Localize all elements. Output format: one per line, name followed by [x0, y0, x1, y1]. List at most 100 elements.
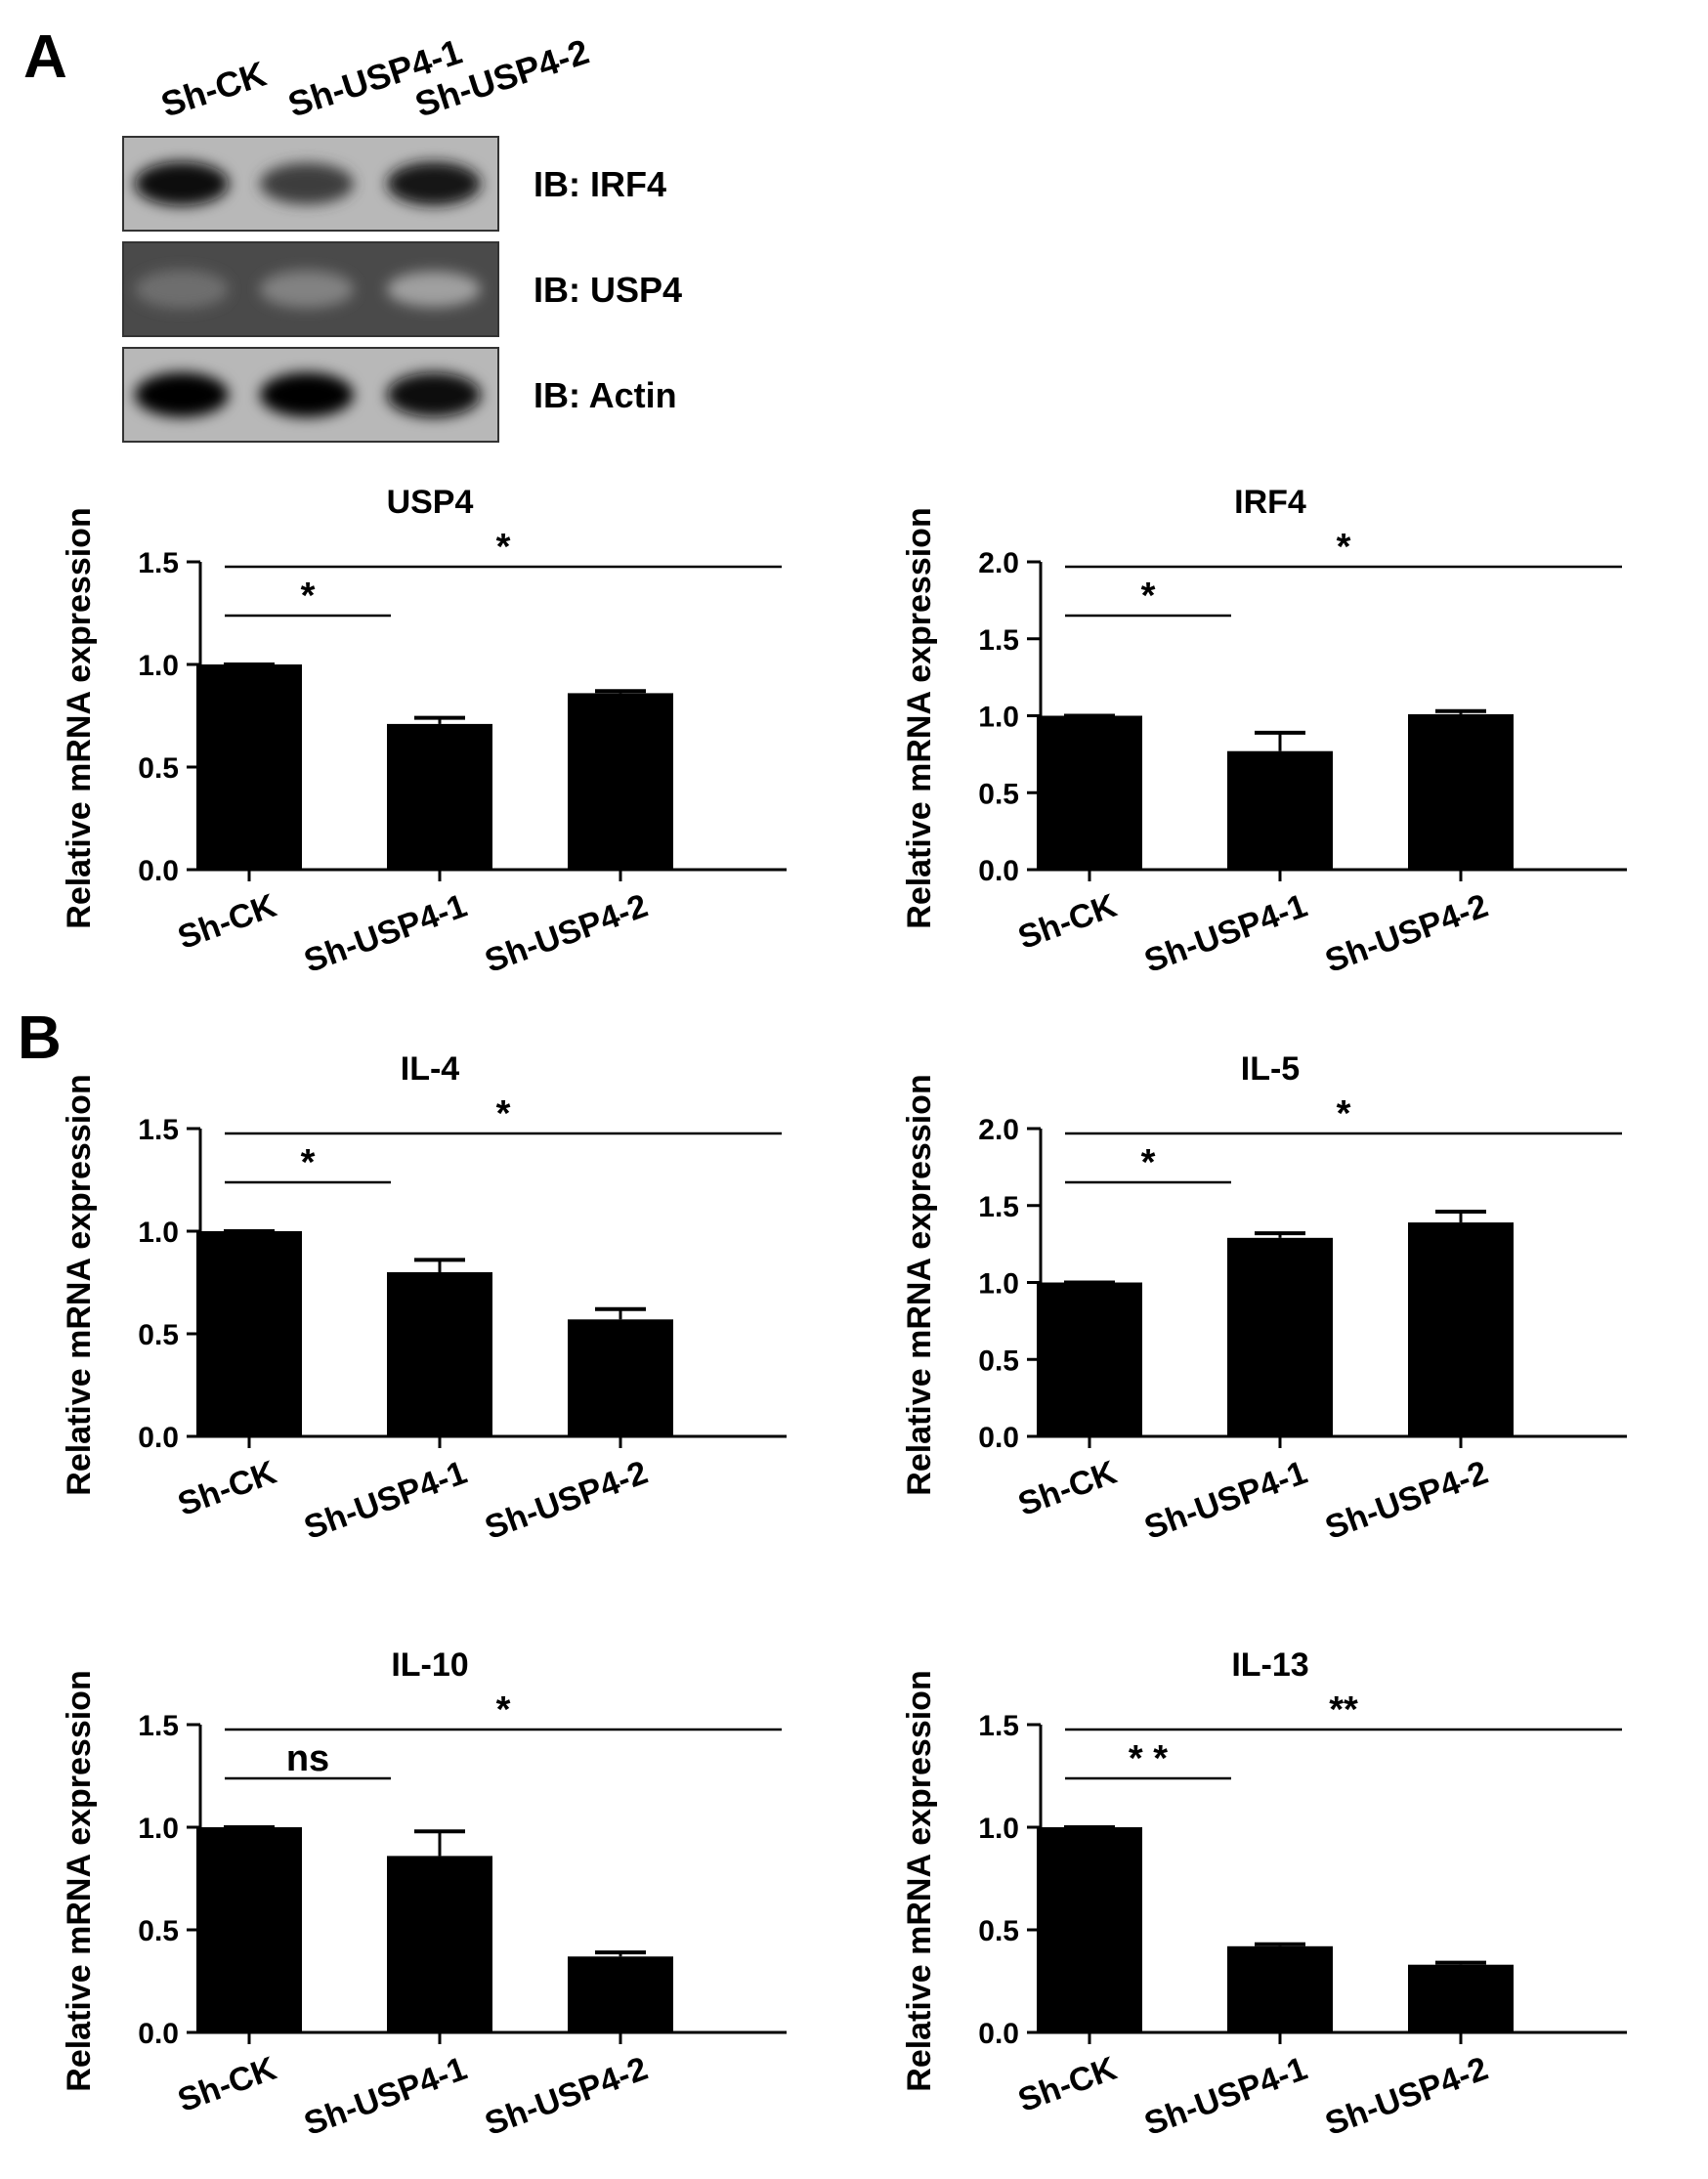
chart-title: IL-13 [1231, 1646, 1308, 1684]
significance-label: * [496, 527, 511, 568]
x-tick-label: Sh-USP4-1 [1139, 2050, 1311, 2143]
x-tick-label: Sh-CK [173, 1454, 281, 1523]
y-tick-label: 0.5 [978, 1915, 1019, 1947]
y-axis-label: Relative mRNA expression [61, 507, 98, 928]
blot-band [260, 270, 354, 309]
y-tick-label: 0.0 [978, 1422, 1019, 1454]
x-tick-label: Sh-USP4-2 [1320, 1454, 1492, 1547]
y-tick-label: 2.0 [978, 1114, 1019, 1146]
bar-3 [568, 693, 673, 870]
chart-title: IRF4 [1234, 484, 1306, 521]
bar-2 [1227, 750, 1333, 870]
bar-2 [387, 723, 492, 870]
significance-label: * [1141, 1142, 1156, 1183]
y-tick-label: 1.5 [978, 1191, 1019, 1223]
y-axis-label: Relative mRNA expression [61, 1074, 98, 1495]
y-tick-label: 0.0 [138, 2018, 179, 2050]
blot-band [135, 372, 229, 417]
blot-band [387, 372, 481, 417]
y-tick-label: 1.5 [978, 624, 1019, 657]
x-tick-label: Sh-USP4-2 [1320, 887, 1492, 980]
x-tick-label: Sh-USP4-1 [299, 887, 471, 980]
bar-1 [1037, 715, 1142, 870]
x-tick-label: Sh-USP4-2 [480, 2050, 652, 2143]
significance-label: * [1337, 527, 1351, 568]
blot-band [387, 161, 481, 206]
blot-band [135, 161, 229, 206]
blot-strip-2 [122, 241, 499, 337]
bar-3 [1408, 1222, 1514, 1436]
x-tick-label: Sh-USP4-2 [480, 1454, 652, 1547]
x-tick-label: Sh-USP4-1 [299, 2050, 471, 2143]
x-tick-label: Sh-USP4-1 [299, 1454, 471, 1547]
y-axis-label: Relative mRNA expression [61, 1670, 98, 2091]
blot-band [387, 271, 481, 308]
chart-il13: IL-13 Relative mRNA expression 0.0 0.5 1.0 1.… [901, 1646, 1627, 2143]
bar-1 [1037, 1282, 1142, 1436]
bar-3 [568, 1956, 673, 2032]
x-tick-label: Sh-CK [1013, 2050, 1122, 2119]
significance-label: * [1337, 1093, 1351, 1134]
bar-3 [1408, 1964, 1514, 2032]
bar-1 [1037, 1827, 1142, 2032]
y-tick-label: 0.5 [138, 1319, 179, 1351]
chart-il5: IL-5 Relative mRNA expression 0.0 0.5 1.0 1.5… [901, 1050, 1627, 1547]
y-axis-label: Relative mRNA expression [901, 507, 938, 928]
x-tick-label: Sh-CK [173, 2050, 281, 2119]
y-tick-label: 0.0 [978, 2018, 1019, 2050]
y-tick-label: 0.0 [978, 855, 1019, 887]
x-tick-label: Sh-USP4-1 [1139, 887, 1311, 980]
y-tick-label: 1.5 [138, 1114, 179, 1146]
y-tick-label: 1.5 [138, 1710, 179, 1742]
y-tick-label: 1.0 [978, 1813, 1019, 1845]
significance-label: ** [1329, 1689, 1358, 1730]
x-tick-label: Sh-CK [1013, 887, 1122, 957]
x-tick-label: Sh-USP4-1 [1139, 1454, 1311, 1547]
significance-label: * * [1129, 1738, 1168, 1779]
y-tick-label: 1.0 [978, 702, 1019, 734]
bar-2 [387, 1272, 492, 1436]
significance-label: * [496, 1689, 511, 1730]
y-tick-label: 1.5 [978, 1710, 1019, 1742]
y-tick-label: 1.0 [138, 650, 179, 682]
bar-1 [196, 1231, 302, 1436]
y-tick-label: 0.0 [138, 855, 179, 887]
chart-il10: IL-10 Relative mRNA expression 0.0 0.5 1.0 1.… [61, 1646, 787, 2143]
y-tick-label: 0.5 [138, 752, 179, 785]
blot-strip-3 [122, 347, 499, 443]
y-tick-label: 0.0 [138, 1422, 179, 1454]
significance-label: * [496, 1093, 511, 1134]
y-tick-label: 1.0 [138, 1217, 179, 1249]
significance-label: * [301, 1142, 316, 1183]
chart-irf4: IRF4 Relative mRNA expression 0.0 0.5 1.0 1.5… [901, 484, 1627, 980]
chart-title: USP4 [387, 484, 474, 521]
y-tick-label: 1.5 [138, 547, 179, 579]
blot-row-label-3: IB: Actin [534, 375, 677, 415]
bar-1 [196, 664, 302, 870]
bar-3 [1408, 713, 1514, 870]
significance-label: ns [286, 1738, 329, 1779]
y-tick-label: 1.0 [978, 1268, 1019, 1301]
bar-2 [1227, 1237, 1333, 1436]
chart-title: IL-4 [401, 1050, 460, 1088]
significance-label: * [301, 576, 316, 617]
blot-strip-1 [122, 136, 499, 232]
panel-label-b: B [18, 1004, 62, 1072]
chart-il4: IL-4 Relative mRNA expression 0.0 0.5 1.0 1.5… [61, 1050, 787, 1547]
bar-3 [568, 1319, 673, 1436]
y-tick-label: 0.5 [978, 778, 1019, 810]
blot-lane-label-1: Sh-CK [156, 54, 271, 125]
y-tick-label: 0.5 [138, 1915, 179, 1947]
chart-title: IL-10 [391, 1646, 468, 1684]
bar-2 [1227, 1945, 1333, 2032]
y-tick-label: 2.0 [978, 547, 1019, 579]
bar-2 [387, 1856, 492, 2032]
y-tick-label: 0.5 [978, 1345, 1019, 1377]
y-axis-label: Relative mRNA expression [901, 1074, 938, 1495]
chart-usp4: USP4 Relative mRNA expression 0.0 0.5 1.0 1.5… [61, 484, 787, 980]
blot-band [260, 162, 354, 205]
panel-label-a: A [23, 23, 67, 91]
x-tick-label: Sh-CK [173, 887, 281, 957]
y-axis-label: Relative mRNA expression [901, 1670, 938, 2091]
